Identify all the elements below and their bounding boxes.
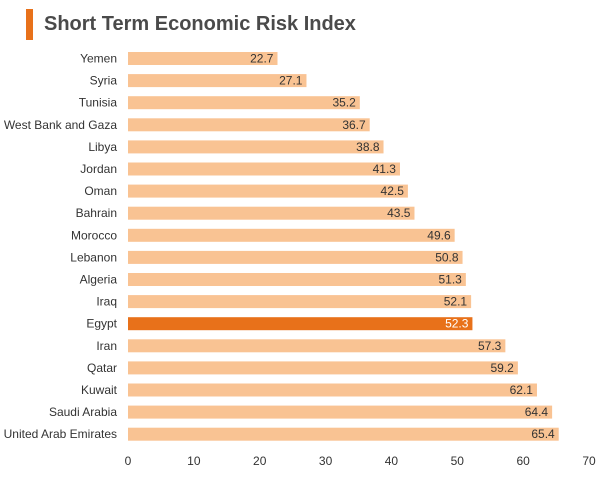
value-label-lebanon: 50.8: [435, 250, 459, 264]
bar-libya: [128, 140, 384, 154]
value-label-jordan: 41.3: [373, 162, 397, 176]
x-tick-label-10: 10: [187, 454, 201, 468]
x-tick-label-40: 40: [385, 454, 399, 468]
bar-qatar: [128, 361, 518, 375]
value-label-united-arab-emirates: 65.4: [531, 427, 555, 441]
bar-oman: [128, 184, 408, 198]
value-label-morocco: 49.6: [427, 228, 451, 242]
bar-bahrain: [128, 206, 415, 220]
x-tick-label-20: 20: [253, 454, 267, 468]
value-label-oman: 42.5: [381, 184, 405, 198]
category-label-qatar: Qatar: [87, 361, 117, 375]
x-tick-label-0: 0: [125, 454, 132, 468]
x-tick-label-50: 50: [451, 454, 465, 468]
bar-yemen: [128, 52, 278, 65]
category-label-egypt: Egypt: [86, 317, 117, 331]
category-label-iran: Iran: [96, 339, 117, 353]
bar-syria: [128, 74, 307, 88]
chart-title: Short Term Economic Risk Index: [44, 13, 356, 35]
category-label-syria: Syria: [90, 74, 118, 88]
bar-iraq: [128, 295, 472, 309]
category-label-lebanon: Lebanon: [70, 250, 117, 264]
category-label-west-bank-and-gaza: West Bank and Gaza: [4, 118, 118, 132]
category-label-jordan: Jordan: [80, 162, 117, 176]
bar-morocco: [128, 228, 455, 242]
value-label-libya: 38.8: [356, 140, 380, 154]
value-label-tunisia: 35.2: [332, 96, 356, 110]
value-label-saudi-arabia: 64.4: [525, 405, 549, 419]
bar-lebanon: [128, 250, 463, 264]
value-label-yemen: 22.7: [250, 52, 274, 66]
category-label-kuwait: Kuwait: [81, 383, 118, 397]
bar-tunisia: [128, 96, 360, 110]
bar-algeria: [128, 273, 466, 286]
value-label-egypt: 52.3: [445, 317, 469, 331]
category-label-yemen: Yemen: [80, 52, 117, 66]
x-tick-label-60: 60: [516, 454, 530, 468]
category-label-tunisia: Tunisia: [79, 96, 118, 110]
title-accent-bar: [26, 9, 33, 40]
value-label-kuwait: 62.1: [510, 383, 534, 397]
category-label-bahrain: Bahrain: [76, 206, 117, 220]
value-label-syria: 27.1: [279, 74, 303, 88]
value-label-west-bank-and-gaza: 36.7: [342, 118, 366, 132]
category-label-libya: Libya: [88, 140, 117, 154]
category-label-morocco: Morocco: [71, 228, 117, 242]
bar-jordan: [128, 162, 400, 176]
value-label-bahrain: 43.5: [387, 206, 411, 220]
value-label-iraq: 52.1: [444, 295, 468, 309]
category-label-united-arab-emirates: United Arab Emirates: [4, 427, 117, 441]
category-label-algeria: Algeria: [80, 273, 118, 287]
value-label-algeria: 51.3: [438, 273, 462, 287]
bar-iran: [128, 339, 506, 353]
x-tick-label-70: 70: [582, 454, 596, 468]
category-label-iraq: Iraq: [96, 295, 117, 309]
bar-united-arab-emirates: [128, 427, 559, 441]
bar-west-bank-and-gaza: [128, 118, 370, 132]
category-label-saudi-arabia: Saudi Arabia: [49, 405, 117, 419]
bar-saudi-arabia: [128, 405, 553, 419]
value-label-qatar: 59.2: [491, 361, 515, 375]
bar-kuwait: [128, 383, 537, 397]
x-tick-label-30: 30: [319, 454, 333, 468]
value-label-iran: 57.3: [478, 339, 502, 353]
bar-egypt: [128, 317, 473, 331]
category-label-oman: Oman: [84, 184, 117, 198]
